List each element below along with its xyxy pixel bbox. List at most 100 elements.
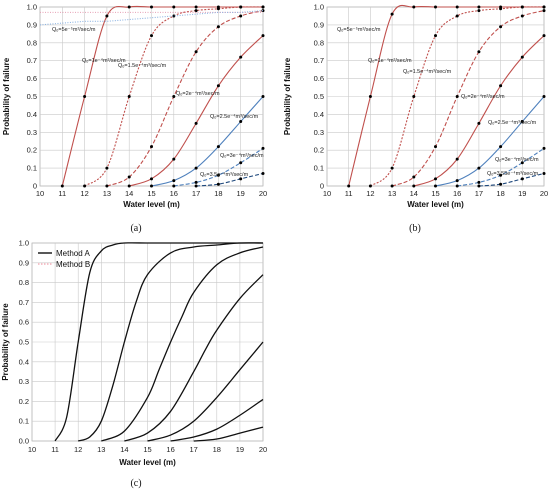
x-tick-label: 11 <box>58 189 66 198</box>
x-axis-title: Water level (m) <box>119 458 176 467</box>
series-line <box>391 10 545 187</box>
data-point <box>216 145 220 149</box>
data-point <box>150 5 153 9</box>
series-line <box>106 10 264 187</box>
data-point <box>194 166 198 170</box>
series-line <box>196 172 264 187</box>
x-tick-label: 17 <box>190 445 198 454</box>
y-tick-label: 0.8 <box>19 278 29 287</box>
data-point <box>390 184 394 188</box>
data-point <box>499 182 503 186</box>
data-point <box>477 9 481 13</box>
data-point <box>434 184 437 188</box>
series-annotation: Qₒ=3e⁻⁴m³/sec/m <box>220 152 264 159</box>
series-line <box>147 341 264 442</box>
panel-label: (b) <box>409 223 421 234</box>
y-tick-label: 0.2 <box>19 397 29 406</box>
y-tick-label: 0.1 <box>27 164 37 173</box>
data-point <box>455 179 459 183</box>
data-point <box>347 184 351 188</box>
x-tick-label: 17 <box>475 189 483 198</box>
series-line <box>77 242 264 442</box>
y-tick-label: 0.4 <box>19 357 29 366</box>
data-point <box>127 5 131 9</box>
data-point <box>542 171 546 175</box>
x-tick-label: 19 <box>518 189 526 198</box>
series-annotation: Qₒ=2e⁻⁴m³/sec/m <box>461 93 505 100</box>
data-point <box>412 5 416 9</box>
x-tick-label: 10 <box>323 189 331 198</box>
series-line <box>61 5 263 187</box>
data-point <box>542 34 546 38</box>
data-point <box>499 84 503 88</box>
x-tick-label: 15 <box>143 445 151 454</box>
x-tick-label: 15 <box>431 189 439 198</box>
x-tick-label: 12 <box>366 189 374 198</box>
data-point <box>499 173 503 177</box>
data-point <box>477 166 481 170</box>
y-tick-label: 0.3 <box>27 128 37 137</box>
y-tick-label: 0.2 <box>27 146 37 155</box>
x-tick-label: 14 <box>125 189 133 198</box>
data-point <box>261 146 265 150</box>
panel-label: (a) <box>130 223 141 234</box>
data-point <box>127 95 131 98</box>
x-tick-label: 17 <box>192 189 200 198</box>
data-point <box>172 95 176 98</box>
y-axis-title: Probability of failure <box>283 57 292 135</box>
series-line <box>170 398 264 442</box>
data-point <box>172 157 176 161</box>
data-point <box>83 184 87 188</box>
x-tick-label: 14 <box>410 189 418 198</box>
data-point <box>239 177 243 181</box>
series-line <box>124 274 264 442</box>
x-tick-label: 15 <box>147 189 155 198</box>
series-annotation: Qₒ=5e⁻⁵m³/sec/m <box>337 26 381 33</box>
data-point <box>412 184 416 188</box>
data-point <box>520 55 524 59</box>
data-point <box>239 161 243 165</box>
series-annotation: Qₒ=1.5e⁻⁴m³/sec/m <box>403 68 452 75</box>
y-tick-label: 0.7 <box>314 56 324 65</box>
data-point <box>172 184 176 188</box>
data-point <box>261 34 265 38</box>
data-point <box>455 95 459 98</box>
data-point <box>520 5 524 9</box>
data-point <box>434 177 437 181</box>
y-tick-label: 0.1 <box>19 417 29 426</box>
data-point <box>150 145 153 149</box>
data-point <box>150 177 153 181</box>
data-point <box>477 50 481 54</box>
y-tick-label: 0.4 <box>27 110 37 119</box>
x-tick-label: 18 <box>214 189 222 198</box>
data-point <box>368 184 372 188</box>
data-point <box>261 5 265 9</box>
y-tick-label: 0.8 <box>314 38 324 47</box>
data-point <box>542 9 546 13</box>
data-point <box>520 14 524 18</box>
data-point <box>455 5 459 9</box>
series-annotation: Qₒ=2.5e⁻⁴m³/sec/m <box>488 119 537 126</box>
chart-c: 10 11 12 13 14 15 16 17 18 19 20 0.0 0.1 0.2 0.3 0.4 0.5… <box>1 239 267 490</box>
data-point <box>434 145 437 149</box>
data-point <box>216 173 220 177</box>
series-annotation: Qₒ=1.5e⁻⁴m³/sec/m <box>118 62 167 69</box>
data-point <box>390 12 394 16</box>
data-point <box>172 14 176 18</box>
data-point <box>455 184 459 188</box>
y-tick-label: 0.9 <box>314 20 324 29</box>
data-point <box>150 34 153 38</box>
data-point <box>127 175 131 179</box>
series-annotation: Qₒ=3e⁻⁴m³/sec/m <box>495 156 539 163</box>
x-tick-label: 19 <box>236 445 244 454</box>
x-tick-label: 13 <box>97 445 105 454</box>
data-point <box>434 34 437 38</box>
data-point <box>172 5 176 9</box>
data-point <box>412 175 416 179</box>
x-tick-label: 20 <box>259 445 267 454</box>
data-point <box>412 95 416 98</box>
series-annotation: Qₒ=1e⁻⁴m³/sec/m <box>368 57 412 64</box>
y-tick-label: 0.6 <box>27 74 37 83</box>
y-tick-label: 0.5 <box>27 92 37 101</box>
